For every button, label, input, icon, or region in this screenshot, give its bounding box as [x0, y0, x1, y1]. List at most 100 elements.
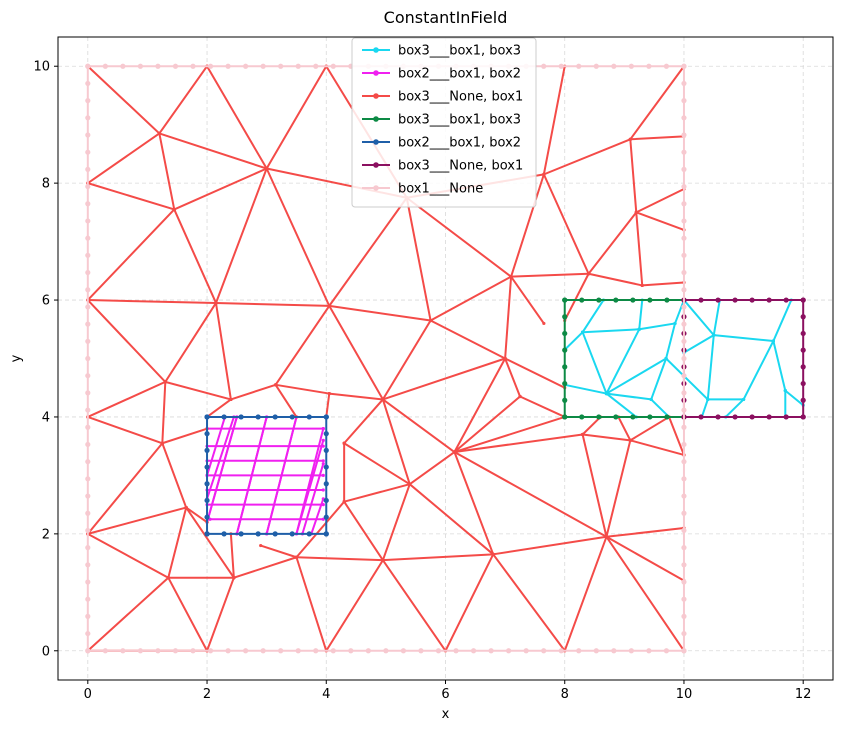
series-3-point	[647, 297, 653, 303]
x-tick-label: 4	[322, 687, 330, 702]
series-2-segment	[605, 535, 685, 582]
series-4-point	[255, 414, 261, 420]
series-4-point	[238, 531, 244, 537]
series-2-segment	[343, 398, 384, 445]
series-0-segment	[682, 334, 715, 354]
series-0-point	[604, 391, 609, 396]
series-4-point	[323, 514, 329, 520]
series-2-segment	[86, 208, 176, 302]
series-2-segment	[167, 576, 209, 652]
series-2-segment	[629, 135, 685, 141]
series-6-point	[681, 355, 687, 362]
series-2-point	[628, 438, 632, 442]
series-2-segment	[381, 357, 507, 401]
series-6-point	[85, 149, 91, 155]
series-6-point	[260, 63, 266, 69]
series-0-segment	[605, 357, 668, 395]
series-6-point	[348, 648, 354, 654]
series-2-segment	[453, 395, 522, 454]
series-5-point	[800, 414, 806, 420]
series-6-point	[207, 63, 214, 69]
series-2-segment	[158, 132, 176, 211]
series-0-point	[741, 397, 746, 402]
series-3-point	[562, 330, 568, 337]
series-5-point	[800, 347, 806, 353]
series-3-point	[613, 414, 619, 420]
series-2-segment	[492, 535, 608, 556]
series-2-segment	[206, 576, 235, 652]
series-3-point	[664, 297, 670, 303]
series-6-point	[593, 648, 599, 654]
series-2-point	[381, 558, 385, 562]
series-2-segment	[587, 211, 638, 275]
series-0-segment	[605, 392, 638, 418]
series-2-segment	[429, 319, 507, 360]
series-6-point	[85, 235, 91, 241]
series-6-point	[611, 63, 617, 69]
legend-entry-label: box3___None, box1	[398, 159, 523, 174]
series-6-point	[681, 441, 687, 448]
series-2-segment	[86, 182, 176, 211]
series-0-segment	[563, 383, 608, 395]
series-5-point	[800, 297, 806, 303]
series-2-segment	[164, 380, 232, 401]
series-2-segment	[408, 483, 495, 556]
y-tick-label: 4	[42, 410, 50, 425]
series-1-point	[321, 438, 325, 442]
series-6-point	[435, 648, 442, 654]
series-2-segment	[381, 398, 456, 454]
series-2-segment	[343, 500, 384, 562]
series-4-point	[221, 531, 227, 537]
legend-entry-label: box2___box1, box2	[398, 67, 521, 82]
series-2-segment	[635, 211, 644, 287]
series-6-point	[85, 132, 91, 138]
series-2-segment	[295, 556, 328, 652]
legend-box	[351, 37, 537, 208]
series-6-point	[593, 63, 599, 69]
series-6-point	[330, 63, 336, 69]
series-0-segment	[682, 299, 715, 337]
series-6-point	[681, 373, 687, 379]
series-2-segment	[86, 442, 164, 535]
series-2-segment	[325, 559, 384, 652]
series-6-point	[663, 63, 670, 69]
series-5-point	[800, 330, 806, 337]
series-6-point	[85, 510, 91, 516]
series-1-point	[321, 459, 325, 463]
series-1-segment	[235, 415, 268, 535]
series-2-segment	[504, 275, 513, 360]
series-6-point	[155, 63, 161, 69]
series-6-point	[470, 648, 477, 654]
series-6-point	[85, 441, 91, 448]
series-2-segment	[265, 167, 331, 307]
series-0-segment	[605, 392, 653, 401]
series-2-segment	[86, 132, 161, 185]
series-2-segment	[453, 433, 584, 454]
series-0-segment	[638, 322, 677, 331]
series-6-point	[85, 218, 91, 224]
series-2-segment	[274, 383, 298, 418]
series-6-point	[453, 648, 459, 654]
series-6-point	[85, 287, 91, 293]
series-0-segment	[706, 334, 715, 401]
series-6-point	[523, 648, 529, 654]
series-6-point	[85, 630, 91, 637]
series-2-segment	[429, 275, 513, 322]
series-6-point	[681, 459, 687, 465]
series-0-segment	[712, 334, 775, 342]
series-6-point	[85, 321, 91, 327]
series-5-point	[749, 414, 755, 420]
series-2-segment	[167, 506, 188, 579]
series-3-point	[596, 297, 602, 303]
series-4-point	[289, 531, 295, 537]
series-6-point	[295, 648, 301, 654]
series-2-segment	[161, 442, 188, 509]
series-6-point	[85, 269, 91, 276]
series-6-point	[681, 321, 687, 327]
series-6-point	[225, 648, 231, 654]
series-0-segment	[772, 339, 787, 392]
series-2-segment	[504, 357, 522, 398]
series-6-point	[313, 648, 319, 654]
series-0-point	[706, 397, 710, 402]
series-2-segment	[492, 553, 566, 652]
